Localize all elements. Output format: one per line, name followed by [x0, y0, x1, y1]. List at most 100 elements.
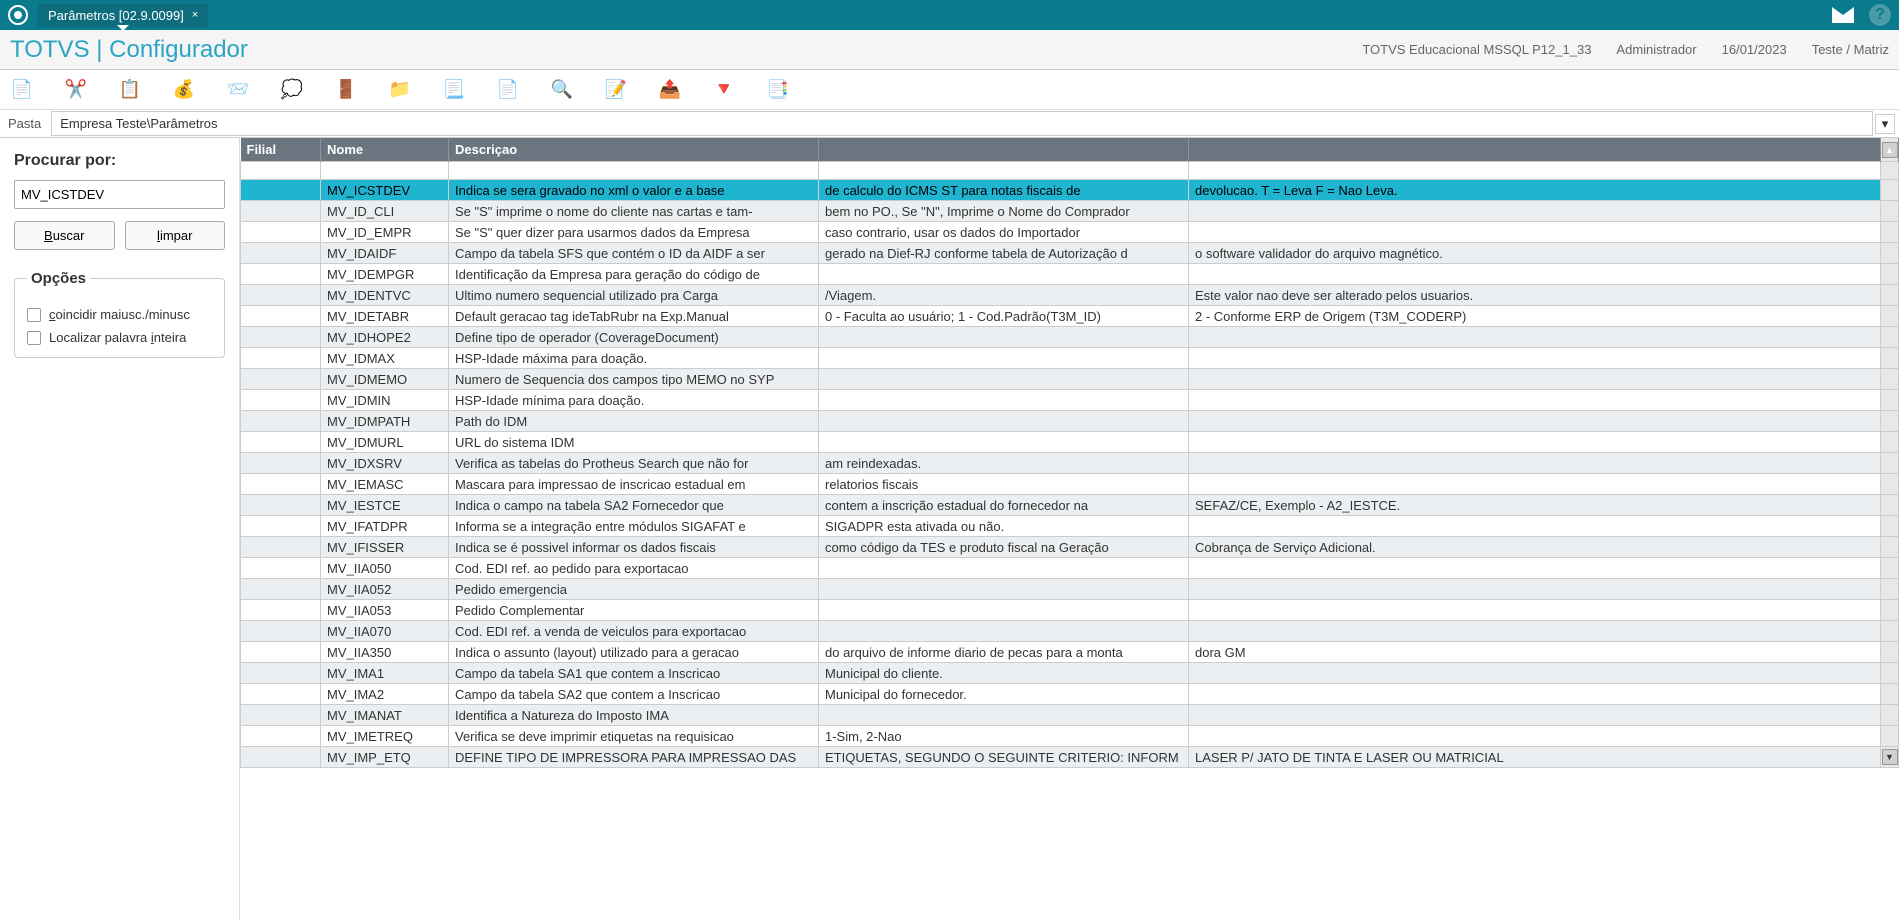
- table-row[interactable]: MV_IMA2Campo da tabela SA2 que contem a …: [241, 684, 1899, 705]
- exit-icon[interactable]: 🚪: [334, 78, 358, 102]
- scrollbar-track[interactable]: [1881, 285, 1899, 306]
- scrollbar-track[interactable]: [1881, 369, 1899, 390]
- scrollbar-track[interactable]: [1881, 222, 1899, 243]
- scrollbar-track[interactable]: [1881, 264, 1899, 285]
- table-row[interactable]: MV_IMANATIdentifica a Natureza do Impost…: [241, 705, 1899, 726]
- scrollbar-track[interactable]: [1881, 306, 1899, 327]
- table-row[interactable]: MV_IMP_ETQDEFINE TIPO DE IMPRESSORA PARA…: [241, 747, 1899, 768]
- cell-filial: [241, 684, 321, 705]
- col-nome[interactable]: Nome: [321, 138, 449, 162]
- scrollbar-track[interactable]: [1881, 432, 1899, 453]
- scrollbar-track[interactable]: [1881, 495, 1899, 516]
- table-row[interactable]: MV_IDMURLURL do sistema IDM: [241, 432, 1899, 453]
- table-row[interactable]: MV_IDENTVCUltimo numero sequencial utili…: [241, 285, 1899, 306]
- search-input[interactable]: [14, 180, 225, 209]
- table-row[interactable]: MV_IDEMPGRIdentificação da Empresa para …: [241, 264, 1899, 285]
- edit-doc-icon[interactable]: 📝: [604, 78, 628, 102]
- match-case-checkbox[interactable]: [27, 308, 41, 322]
- scroll-down-icon[interactable]: ▼: [1882, 749, 1898, 765]
- table-header-row: Filial Nome Descriçao ▲: [241, 138, 1899, 162]
- scrollbar-track[interactable]: [1881, 516, 1899, 537]
- cell-d3: [1189, 222, 1881, 243]
- col-descricao[interactable]: Descriçao: [449, 138, 819, 162]
- scroll-up-icon[interactable]: ▲: [1882, 142, 1898, 158]
- report-icon[interactable]: 📑: [766, 78, 790, 102]
- table-row[interactable]: MV_IDHOPE2Define tipo de operador (Cover…: [241, 327, 1899, 348]
- breadcrumb-path[interactable]: Empresa Teste\Parâmetros: [51, 111, 1873, 136]
- help-tool-icon[interactable]: 💭: [280, 78, 304, 102]
- copy-icon[interactable]: 📄: [10, 78, 34, 102]
- scrollbar-track[interactable]: [1881, 348, 1899, 369]
- help-icon[interactable]: ?: [1869, 4, 1891, 26]
- table-row[interactable]: MV_IIA050Cod. EDI ref. ao pedido para ex…: [241, 558, 1899, 579]
- scrollbar-track[interactable]: ▼: [1881, 747, 1899, 768]
- calculator-icon[interactable]: 💰: [172, 78, 196, 102]
- table-row[interactable]: MV_IDMEMONumero de Sequencia dos campos …: [241, 369, 1899, 390]
- cell-nome: MV_IIA053: [321, 600, 449, 621]
- whole-word-checkbox[interactable]: [27, 331, 41, 345]
- table-row[interactable]: MV_IFATDPRInforma se a integração entre …: [241, 516, 1899, 537]
- scrollbar-track[interactable]: [1881, 411, 1899, 432]
- scrollbar-track[interactable]: [1881, 180, 1899, 201]
- table-row[interactable]: MV_IIA070Cod. EDI ref. a venda de veicul…: [241, 621, 1899, 642]
- scrollbar-track[interactable]: [1881, 705, 1899, 726]
- cell-d2: Municipal do fornecedor.: [819, 684, 1189, 705]
- col-desc2[interactable]: [819, 138, 1189, 162]
- scrollbar-track[interactable]: [1881, 600, 1899, 621]
- scrollbar-track[interactable]: [1881, 327, 1899, 348]
- scrollbar-track[interactable]: [1881, 726, 1899, 747]
- scrollbar-track[interactable]: [1881, 663, 1899, 684]
- folder-icon[interactable]: 📁: [388, 78, 412, 102]
- scrollbar-track[interactable]: [1881, 558, 1899, 579]
- clear-button[interactable]: limpar: [125, 221, 226, 250]
- tab-close-icon[interactable]: ×: [192, 9, 198, 21]
- spool-icon[interactable]: 📨: [226, 78, 250, 102]
- table-row[interactable]: MV_IFISSERIndica se é possivel informar …: [241, 537, 1899, 558]
- scrollbar-track[interactable]: [1881, 474, 1899, 495]
- scrollbar-track[interactable]: [1881, 642, 1899, 663]
- table-row[interactable]: MV_IDETABRDefault geracao tag ideTabRubr…: [241, 306, 1899, 327]
- cell-filial: [241, 726, 321, 747]
- scrollbar-track[interactable]: [1881, 243, 1899, 264]
- col-filial[interactable]: Filial: [241, 138, 321, 162]
- table-row[interactable]: MV_IDMAXHSP-Idade máxima para doação.: [241, 348, 1899, 369]
- table-row[interactable]: MV_ID_CLISe "S" imprime o nome do client…: [241, 201, 1899, 222]
- mail-icon[interactable]: [1832, 7, 1854, 23]
- scrollbar-track[interactable]: [1881, 201, 1899, 222]
- scrollbar-track[interactable]: [1881, 621, 1899, 642]
- scrollbar-track[interactable]: [1881, 684, 1899, 705]
- cell-filial: [241, 243, 321, 264]
- col-desc3[interactable]: [1189, 138, 1881, 162]
- table-row[interactable]: MV_IMETREQVerifica se deve imprimir etiq…: [241, 726, 1899, 747]
- table-row[interactable]: MV_IIA350Indica o assunto (layout) utili…: [241, 642, 1899, 663]
- table-row[interactable]: MV_ID_EMPRSe "S" quer dizer para usarmos…: [241, 222, 1899, 243]
- scrollbar-track[interactable]: [1881, 453, 1899, 474]
- table-row[interactable]: MV_IIA052Pedido emergencia: [241, 579, 1899, 600]
- cell-d1: Verifica as tabelas do Protheus Search q…: [449, 453, 819, 474]
- table-row[interactable]: MV_IEMASCMascara para impressao de inscr…: [241, 474, 1899, 495]
- table-row[interactable]: MV_ICSTDEVIndica se sera gravado no xml …: [241, 180, 1899, 201]
- cell-d3: 2 - Conforme ERP de Origem (T3M_CODERP): [1189, 306, 1881, 327]
- window-tab[interactable]: Parâmetros [02.9.0099] ×: [38, 4, 208, 27]
- table-row[interactable]: MV_IDAIDFCampo da tabela SFS que contém …: [241, 243, 1899, 264]
- filter-icon[interactable]: 🔻: [712, 78, 736, 102]
- cell-filial: [241, 180, 321, 201]
- table-row[interactable]: MV_IDMPATHPath do IDM: [241, 411, 1899, 432]
- table-row[interactable]: MV_IIA053Pedido Complementar: [241, 600, 1899, 621]
- search-doc-icon[interactable]: 🔍: [550, 78, 574, 102]
- cut-icon[interactable]: ✂️: [64, 78, 88, 102]
- export-icon[interactable]: 📤: [658, 78, 682, 102]
- breadcrumb-dropdown-icon[interactable]: ▾: [1875, 114, 1895, 134]
- scrollbar-track[interactable]: [1881, 579, 1899, 600]
- cell-d1: HSP-Idade mínima para doação.: [449, 390, 819, 411]
- table-row[interactable]: MV_IESTCEIndica o campo na tabela SA2 Fo…: [241, 495, 1899, 516]
- scrollbar-track[interactable]: [1881, 390, 1899, 411]
- table-row[interactable]: MV_IMA1Campo da tabela SA1 que contem a …: [241, 663, 1899, 684]
- new-doc-icon[interactable]: 📄: [496, 78, 520, 102]
- search-button[interactable]: Buscar: [14, 221, 115, 250]
- list-icon[interactable]: 📃: [442, 78, 466, 102]
- scrollbar-track[interactable]: [1881, 537, 1899, 558]
- paste-icon[interactable]: 📋: [118, 78, 142, 102]
- table-row[interactable]: MV_IDXSRVVerifica as tabelas do Protheus…: [241, 453, 1899, 474]
- table-row[interactable]: MV_IDMINHSP-Idade mínima para doação.: [241, 390, 1899, 411]
